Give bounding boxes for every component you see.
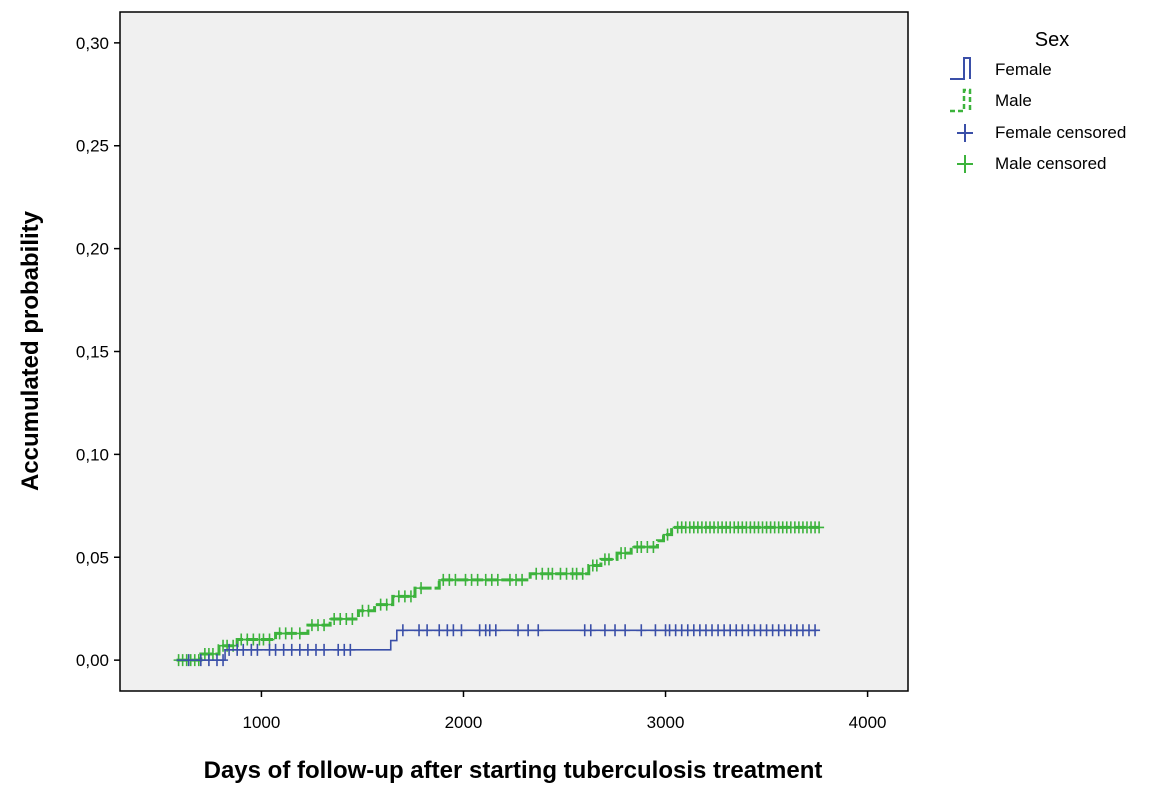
- x-tick-label: 4000: [849, 713, 887, 732]
- female-censor-mark: [397, 624, 408, 637]
- female-censor-mark: [533, 624, 544, 637]
- female-censor-mark: [513, 624, 524, 637]
- y-tick-label: 0,25: [76, 137, 109, 156]
- female-censor-mark: [610, 624, 621, 637]
- female-censor-mark: [620, 624, 631, 637]
- plot-area: [119, 11, 909, 692]
- female-censor-mark: [218, 654, 229, 667]
- legend-label-female: Female: [995, 60, 1052, 79]
- y-tick-label: 0,10: [76, 445, 109, 464]
- y-tick-label: 0,00: [76, 651, 109, 670]
- male-censor-mark: [577, 567, 588, 580]
- x-axis-title: Days of follow-up after starting tubercu…: [204, 757, 823, 784]
- male-censor-mark: [517, 573, 528, 586]
- male-censor-mark: [294, 627, 305, 640]
- male-censor-mark: [319, 619, 330, 632]
- female-censor-mark: [585, 624, 596, 637]
- female-censor-mark: [810, 624, 821, 637]
- legend-title: Sex: [1035, 29, 1069, 51]
- female-censor-mark: [650, 624, 661, 637]
- female-censor-mark: [636, 624, 647, 637]
- male-censor-mark: [603, 553, 614, 566]
- male-censor-mark: [591, 559, 602, 572]
- male-censor-mark: [264, 633, 275, 646]
- legend-label-female-censored: Female censored: [995, 123, 1126, 142]
- y-tick-label: 0,05: [76, 548, 109, 567]
- legend-item-male-censored: Male censored: [957, 154, 1107, 173]
- female-censor-mark: [252, 643, 263, 656]
- y-tick-label: 0,15: [76, 343, 109, 362]
- legend-item-female-censored: Female censored: [957, 123, 1126, 142]
- female-censor-mark: [422, 624, 433, 637]
- male-step-icon: [950, 88, 972, 113]
- y-axis-title: Accumulated probability: [17, 210, 44, 491]
- female-step-line: [176, 629, 818, 661]
- male-censor-mark: [662, 528, 673, 541]
- legend-label-male-censored: Male censored: [995, 154, 1107, 173]
- male-censor-mark: [207, 647, 218, 660]
- female-censor-mark: [319, 643, 330, 656]
- y-tick-label: 0,30: [76, 34, 109, 53]
- female-step-icon: [950, 57, 971, 80]
- series-layer: [173, 521, 825, 667]
- male-censor-mark: [620, 547, 631, 560]
- x-tick-label: 3000: [647, 713, 685, 732]
- male-censor-mark: [648, 540, 659, 553]
- male-censor-mark: [416, 582, 427, 595]
- legend-item-female: Female: [950, 57, 1052, 80]
- male-censor-mark: [363, 604, 374, 617]
- x-axis: 1000 2000 3000 4000: [243, 691, 887, 732]
- male-censor-mark: [381, 598, 392, 611]
- female-censor-mark: [456, 624, 467, 637]
- male-censored-icon: [957, 155, 973, 173]
- y-axis: 0,00 0,05 0,10 0,15 0,20 0,25 0,30: [76, 34, 120, 670]
- female-censor-mark: [490, 624, 501, 637]
- male-censor-mark: [450, 573, 461, 586]
- legend-label-male: Male: [995, 91, 1032, 110]
- legend: Sex Female Male Female censored Male cen…: [950, 29, 1126, 173]
- male-censor-mark: [405, 590, 416, 603]
- legend-item-male: Male: [950, 88, 1032, 113]
- male-censor-mark: [347, 612, 358, 625]
- x-tick-label: 2000: [445, 713, 483, 732]
- female-censor-mark: [345, 643, 356, 656]
- female-censor-mark: [183, 654, 194, 667]
- male-censor-mark: [492, 573, 503, 586]
- y-tick-label: 0,20: [76, 240, 109, 259]
- male-censor-mark: [814, 521, 825, 534]
- female-censor-mark: [523, 624, 534, 637]
- female-censor-mark: [599, 624, 610, 637]
- x-tick-label: 1000: [243, 713, 281, 732]
- female-censored-icon: [957, 124, 973, 142]
